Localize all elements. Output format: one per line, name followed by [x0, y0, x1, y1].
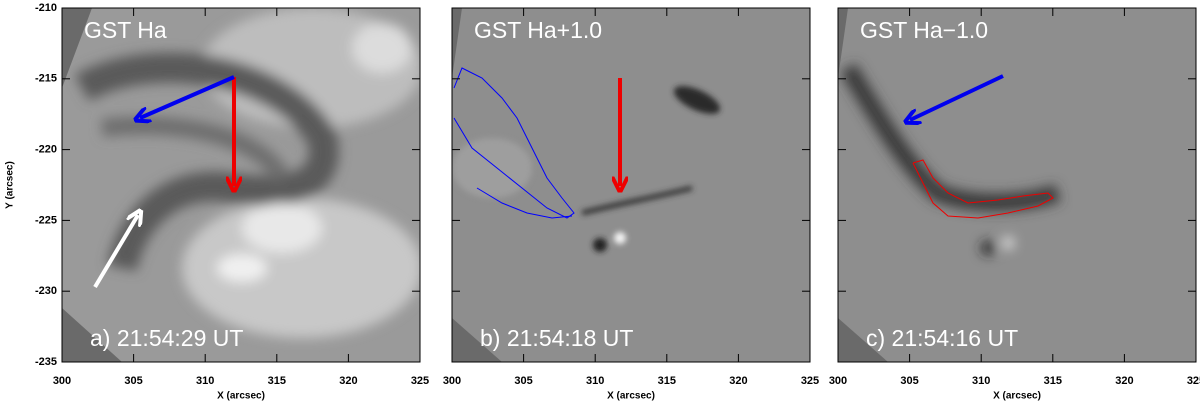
plot-frame — [837, 7, 1197, 363]
x-axis-label: X (arcsec) — [993, 391, 1041, 402]
x-tick-label: 320 — [1115, 375, 1133, 387]
panel-caption: a) 21:54:29 UT — [90, 325, 243, 351]
x-tick-label: 310 — [586, 375, 604, 387]
x-tick-label: 315 — [658, 375, 676, 387]
x-tick-label: 315 — [268, 375, 286, 387]
x-tick-label: 320 — [729, 375, 747, 387]
x-axis-label: X (arcsec) — [607, 391, 655, 402]
y-axis-label: Y (arcsec) — [5, 161, 16, 209]
panel-title: GST Ha+1.0 — [474, 17, 602, 43]
plot-frame — [61, 7, 421, 363]
x-tick-label: 305 — [514, 375, 532, 387]
x-tick-label: 310 — [196, 375, 214, 387]
panel-caption: c) 21:54:16 UT — [866, 325, 1018, 351]
panel-caption: b) 21:54:18 UT — [480, 325, 633, 351]
panel-title: GST Ha−1.0 — [860, 17, 988, 43]
x-tick-label: 300 — [53, 375, 71, 387]
x-tick-label: 325 — [411, 375, 429, 387]
x-tick-label: 325 — [801, 375, 819, 387]
y-tick-label: -215 — [35, 73, 57, 85]
panel-image-c — [838, 8, 1196, 362]
x-tick-label: 310 — [972, 375, 990, 387]
plot-frame — [451, 7, 811, 363]
x-tick-label: 305 — [124, 375, 142, 387]
x-tick-label: 300 — [829, 375, 847, 387]
y-tick-label: -230 — [35, 285, 57, 297]
x-axis-label: X (arcsec) — [217, 391, 265, 402]
panel-title: GST Ha — [84, 17, 167, 43]
y-tick-label: -225 — [35, 214, 57, 226]
panel-image-a — [62, 8, 420, 362]
x-tick-label: 325 — [1187, 375, 1200, 387]
x-tick-label: 320 — [339, 375, 357, 387]
y-tick-label: -220 — [35, 144, 57, 156]
x-tick-label: 300 — [443, 375, 461, 387]
x-tick-label: 305 — [900, 375, 918, 387]
panel-image-b — [452, 8, 810, 362]
y-tick-label: -210 — [35, 2, 57, 14]
y-tick-label: -235 — [35, 356, 57, 368]
x-tick-label: 315 — [1044, 375, 1062, 387]
